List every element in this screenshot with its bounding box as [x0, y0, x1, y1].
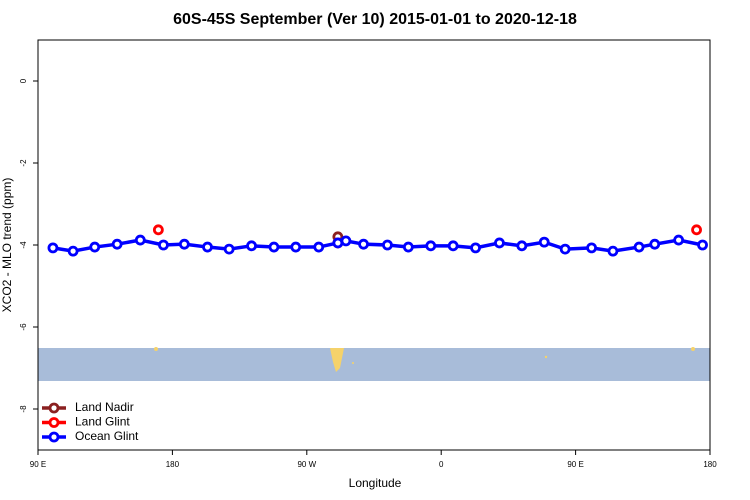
point	[313, 241, 325, 253]
y-tick-label: 0	[19, 78, 28, 83]
land-patch	[691, 347, 695, 351]
point	[697, 239, 708, 251]
point	[382, 239, 393, 251]
x-tick-label: 90 E	[567, 460, 583, 469]
point	[402, 241, 414, 253]
point	[290, 241, 302, 253]
point	[673, 234, 685, 246]
x-tick-label: 180	[166, 460, 180, 469]
point	[425, 240, 437, 252]
point	[447, 240, 459, 252]
point	[586, 242, 597, 254]
y-tick-label: -4	[19, 241, 28, 249]
point	[268, 241, 280, 253]
x-tick-label: 90 W	[297, 460, 316, 469]
point	[494, 237, 505, 249]
point	[223, 243, 235, 255]
land-patch	[154, 347, 158, 351]
y-tick-label: -8	[19, 405, 28, 413]
point	[67, 245, 79, 257]
point	[649, 238, 661, 250]
series-line	[52, 238, 703, 253]
land-patch	[330, 348, 344, 372]
point	[633, 241, 645, 253]
x-tick-label: 90 E	[30, 460, 46, 469]
point	[246, 240, 257, 252]
legend-label: Ocean Glint	[75, 429, 139, 443]
point	[691, 224, 702, 236]
point	[538, 236, 550, 248]
legend-marker	[48, 402, 60, 414]
y-tick-label: -6	[19, 323, 28, 331]
point	[340, 235, 352, 247]
ocean-band	[38, 348, 710, 381]
point	[607, 245, 619, 257]
point	[111, 238, 123, 250]
map-strip	[38, 347, 710, 381]
point	[134, 234, 146, 246]
y-tick-label: -2	[19, 159, 28, 167]
chart-title: 60S-45S September (Ver 10) 2015-01-01 to…	[173, 11, 577, 28]
legend-label: Land Glint	[75, 415, 130, 429]
y-axis-label: XCO2 - MLO trend (ppm)	[0, 178, 14, 313]
legend-marker	[48, 417, 60, 428]
land-patch	[544, 355, 548, 359]
point	[516, 240, 528, 252]
point	[47, 242, 59, 254]
point	[152, 224, 164, 236]
legend-marker	[48, 431, 60, 443]
point	[470, 242, 481, 254]
x-tick-label: 0	[439, 460, 444, 469]
x-axis-label: Longitude	[349, 476, 402, 490]
legend-label: Land Nadir	[75, 400, 134, 414]
land-patch	[352, 362, 354, 364]
point	[358, 238, 369, 250]
point	[89, 241, 101, 253]
point	[158, 239, 169, 251]
x-tick-label: 180	[703, 460, 717, 469]
point	[178, 238, 190, 250]
point	[202, 241, 213, 253]
point	[559, 243, 571, 255]
